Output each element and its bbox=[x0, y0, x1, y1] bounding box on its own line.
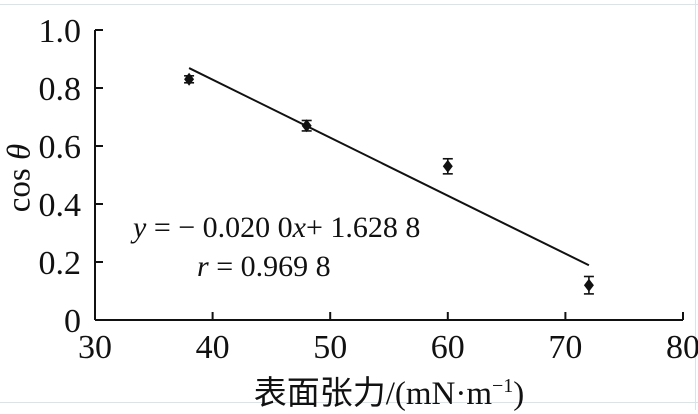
x-tick-label: 40 bbox=[196, 329, 230, 366]
text-fragment: x bbox=[292, 211, 306, 244]
data-point-diamond bbox=[301, 119, 312, 133]
data-point-diamond bbox=[583, 278, 594, 292]
y-tick-label: 0.4 bbox=[39, 187, 82, 224]
y-tick-label: 0.8 bbox=[39, 71, 82, 108]
x-tick-label: 70 bbox=[548, 329, 582, 366]
fit-line bbox=[188, 67, 590, 267]
text-fragment: = − 0.020 0 bbox=[146, 211, 293, 244]
text-fragment: + 1.628 8 bbox=[306, 211, 421, 244]
text-fragment: r bbox=[197, 250, 209, 283]
text-fragment: y bbox=[133, 211, 147, 244]
page-border-right bbox=[695, 0, 696, 410]
text-fragment: 表面张力/(mN·m bbox=[253, 376, 493, 412]
x-axis-title: 表面张力/(mN·m−1) bbox=[95, 366, 683, 414]
page-border-bottom bbox=[0, 402, 698, 403]
y-tick-label: 1.0 bbox=[39, 13, 82, 50]
x-tick-label: 30 bbox=[78, 329, 112, 366]
correlation-coefficient: r = 0.969 8 bbox=[197, 247, 420, 286]
text-fragment: θ bbox=[1, 143, 38, 160]
text-fragment: ) bbox=[513, 376, 525, 412]
data-point-diamond bbox=[442, 159, 453, 173]
y-tick-label: 0.2 bbox=[39, 245, 82, 282]
text-fragment: = 0.969 8 bbox=[208, 250, 331, 283]
fit-equation: y = − 0.020 0x+ 1.628 8 bbox=[133, 208, 420, 247]
y-axis-title: cos θ bbox=[2, 144, 39, 212]
y-tick-label: 0 bbox=[64, 303, 81, 340]
text-fragment: cos bbox=[1, 159, 38, 213]
text-fragment: −1 bbox=[492, 375, 514, 397]
page-border-top bbox=[0, 4, 698, 5]
fit-annotation: y = − 0.020 0x+ 1.628 8 r = 0.969 8 bbox=[133, 208, 420, 286]
x-tick-label: 60 bbox=[431, 329, 465, 366]
x-tick-label: 50 bbox=[313, 329, 347, 366]
y-tick-label: 0.6 bbox=[39, 129, 82, 166]
x-tick-label: 80 bbox=[666, 329, 698, 366]
data-point-diamond bbox=[184, 72, 195, 86]
